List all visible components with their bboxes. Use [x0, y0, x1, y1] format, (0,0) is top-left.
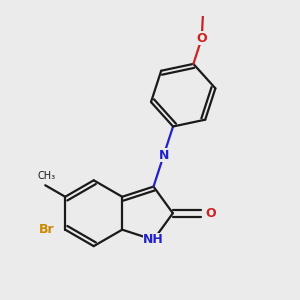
- Text: O: O: [196, 32, 207, 45]
- Text: CH₃: CH₃: [38, 171, 56, 181]
- Text: O: O: [206, 207, 216, 220]
- Text: NH: NH: [143, 233, 164, 246]
- Text: Br: Br: [39, 223, 55, 236]
- Text: N: N: [158, 149, 169, 162]
